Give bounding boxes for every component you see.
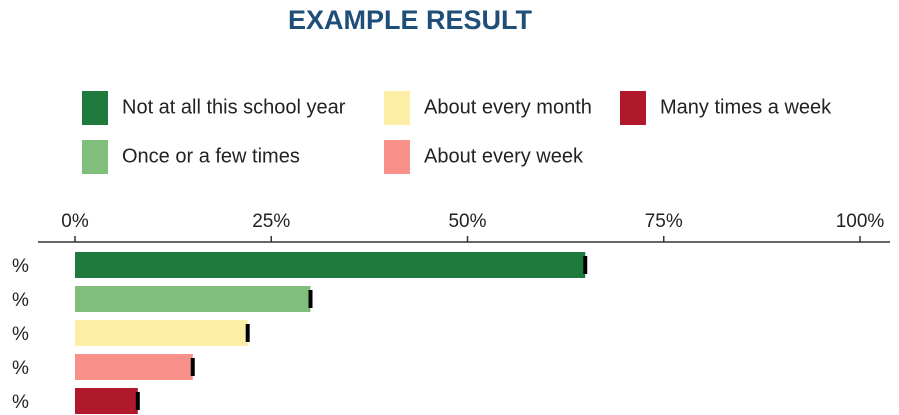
legend-label: Once or a few times [122,145,300,167]
bar [75,388,138,414]
y-tick-label: % [12,290,29,311]
bar [75,286,311,312]
x-tick-label: 100% [836,211,885,232]
x-tick-label: 75% [645,211,683,232]
legend-swatch [82,140,108,174]
chart-title: EXAMPLE RESULT [288,5,533,35]
y-tick-label: % [12,358,29,379]
legend-label: About every week [424,145,584,167]
x-tick-label: 0% [61,211,89,232]
bar [75,252,586,278]
bar-end-marker [245,324,250,342]
legend-swatch [82,91,108,125]
bar [75,320,248,346]
bar-end-marker [308,290,313,308]
legend-label: Many times a week [660,96,832,118]
legend-label: Not at all this school year [122,96,346,118]
y-tick-label: % [12,392,29,413]
legend-label: About every month [424,96,592,118]
legend-swatch [384,91,410,125]
legend-swatch [620,91,646,125]
bar-end-marker [135,392,140,410]
bar [75,354,193,380]
legend-swatch [384,140,410,174]
x-tick-label: 50% [448,211,486,232]
bar-end-marker [190,358,195,376]
bar-end-marker [583,256,588,274]
y-tick-label: % [12,324,29,345]
y-tick-label: % [12,256,29,277]
x-tick-label: 25% [252,211,290,232]
